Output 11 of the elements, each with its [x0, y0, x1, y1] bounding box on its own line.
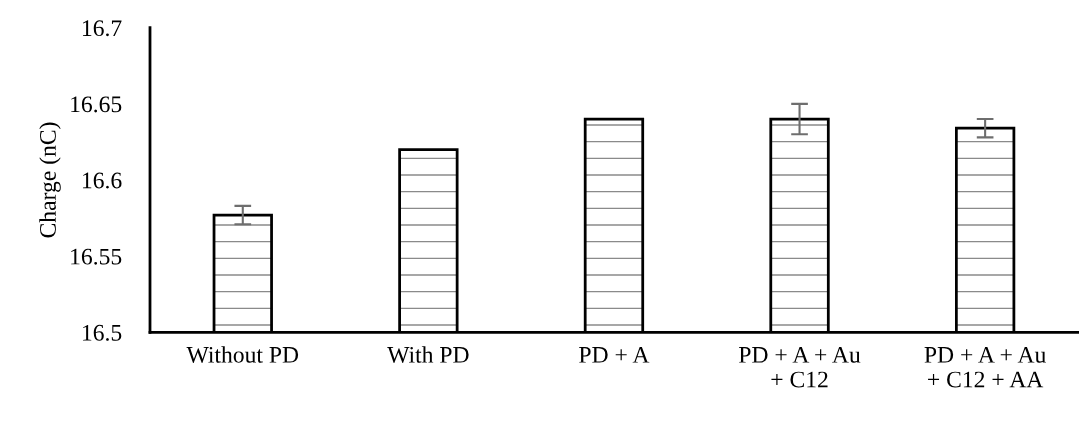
x-tick-label: PD + A + Au + C12 + AA: [924, 346, 1046, 388]
x-tick-label: Without PD: [186, 346, 299, 363]
x-tick-label: PD + A + Au + C12: [739, 346, 861, 388]
y-tick-label: 16.5: [82, 324, 122, 341]
y-tick-label: 16.55: [71, 248, 122, 265]
x-tick-label: With PD: [387, 346, 469, 363]
x-tick-label: PD + A: [579, 346, 650, 363]
y-tick-label: 16.7: [82, 20, 122, 37]
y-tick-label: 16.65: [71, 96, 122, 113]
y-tick-label: 16.6: [82, 172, 122, 189]
y-axis-title: Charge (nC): [39, 122, 61, 238]
